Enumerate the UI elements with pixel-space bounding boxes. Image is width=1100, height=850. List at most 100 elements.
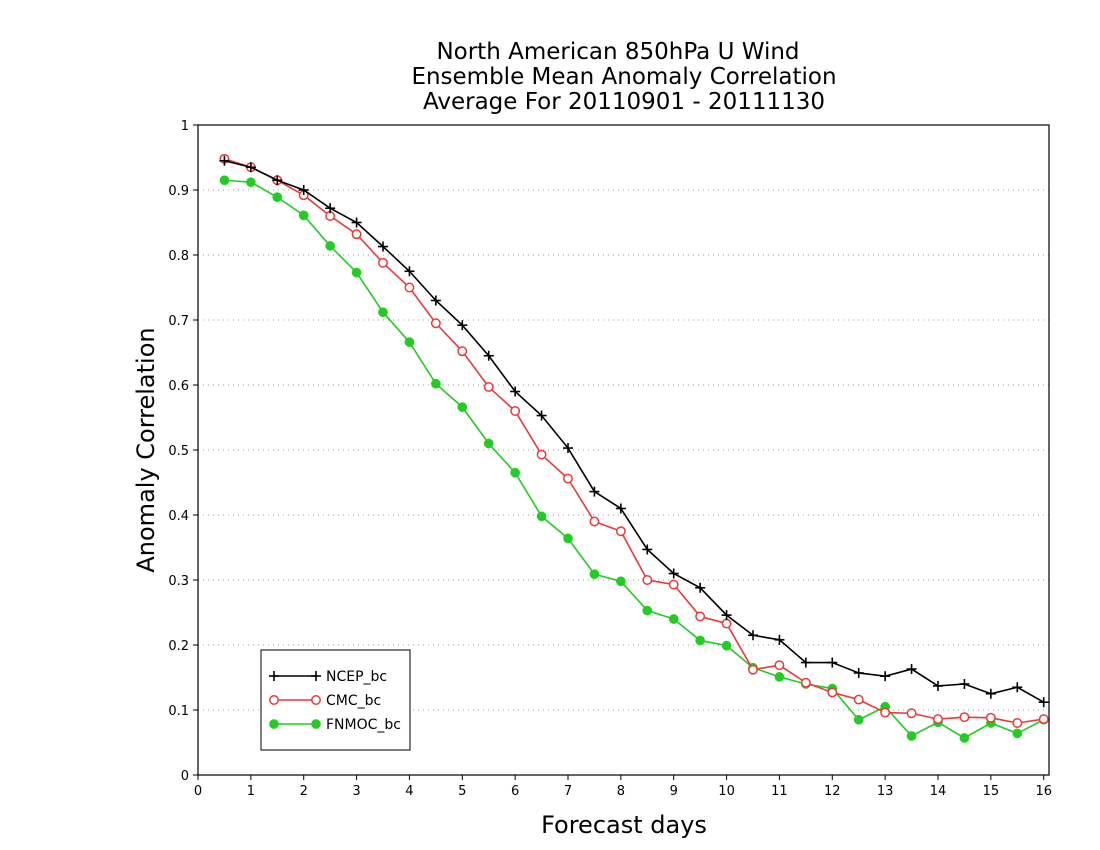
data-point-cmc-bc: [853, 694, 864, 705]
data-point-ncep-bc: [800, 657, 811, 668]
legend-item-ncep-bc: NCEP_bc: [269, 669, 387, 685]
y-tick-label: 0.1: [168, 704, 189, 719]
x-tick-label: 16: [1035, 784, 1052, 799]
data-point-ncep-bc: [853, 667, 864, 678]
data-point-ncep-bc: [615, 503, 626, 514]
data-point-ncep-bc: [378, 241, 388, 252]
series-line-ncep-bc: [224, 159, 1045, 703]
data-point-cmc-bc: [615, 526, 626, 537]
y-tick-label: 1: [181, 119, 189, 134]
data-point-ncep-bc: [721, 610, 732, 621]
y-tick-label: 0.3: [168, 574, 189, 589]
data-point-cmc-bc: [1012, 718, 1023, 728]
axis-ticks: 00.10.20.30.40.50.60.70.80.910 1 2 3 4 5 6 7 8 9 1…: [168, 119, 1052, 799]
data-point-fnmoc-bc: [642, 605, 653, 616]
x-tick-label: 8: [617, 784, 625, 799]
data-point-fnmoc-bc: [853, 714, 864, 725]
legend-marker: [269, 671, 279, 681]
data-point-cmc-bc: [430, 318, 441, 329]
data-point-ncep-bc: [1012, 682, 1023, 693]
data-point-cmc-bc: [483, 382, 494, 392]
y-tick-label: 0.4: [168, 509, 189, 524]
data-point-ncep-bc: [880, 671, 891, 682]
data-point-ncep-bc: [430, 295, 441, 306]
x-tick-label: 1: [247, 784, 255, 799]
x-axis-label: Forecast days: [541, 811, 707, 839]
data-point-ncep-bc: [536, 410, 547, 421]
legend: NCEP_bc CMC_bc FNMOC_bc: [260, 649, 411, 751]
data-point-fnmoc-bc: [378, 307, 388, 318]
data-point-fnmoc-bc: [536, 511, 547, 522]
series-layer: [219, 153, 1049, 743]
legend-label: CMC_bc: [326, 693, 381, 709]
y-axis-label: Anomaly Correlation: [132, 327, 160, 572]
data-point-ncep-bc: [985, 688, 996, 699]
data-point-cmc-bc: [668, 579, 679, 590]
data-point-cmc-bc: [563, 473, 573, 484]
data-point-fnmoc-bc: [510, 467, 520, 478]
data-point-ncep-bc: [1038, 697, 1049, 708]
y-tick-label: 0.7: [168, 314, 189, 329]
data-point-fnmoc-bc: [246, 177, 256, 188]
data-point-ncep-bc: [298, 185, 309, 195]
legend-label: FNMOC_bc: [326, 717, 401, 733]
data-point-ncep-bc: [563, 443, 573, 454]
data-point-ncep-bc: [959, 679, 970, 689]
data-point-ncep-bc: [245, 162, 256, 173]
data-point-cmc-bc: [774, 660, 785, 671]
data-point-ncep-bc: [827, 657, 838, 668]
data-point-cmc-bc: [827, 687, 838, 698]
data-point-cmc-bc: [748, 664, 758, 675]
chart-title-line-2: Ensemble Mean Anomaly Correlation: [411, 64, 836, 90]
legend-item-cmc-bc: CMC_bc: [269, 693, 381, 709]
data-point-ncep-bc: [510, 386, 521, 397]
data-point-ncep-bc: [483, 350, 494, 361]
chart-title-line-1: North American 850hPa U Wind: [436, 39, 799, 65]
data-point-ncep-bc: [219, 155, 230, 166]
data-point-fnmoc-bc: [774, 672, 785, 682]
data-point-ncep-bc: [695, 582, 706, 593]
data-point-cmc-bc: [404, 282, 415, 293]
data-point-fnmoc-bc: [483, 438, 494, 449]
data-point-cmc-bc: [985, 712, 996, 723]
x-tick-label: 12: [824, 784, 841, 799]
data-point-cmc-bc: [536, 449, 547, 460]
data-point-cmc-bc: [959, 712, 970, 723]
y-tick-label: 0.9: [168, 184, 189, 199]
data-point-cmc-bc: [510, 406, 521, 416]
data-point-ncep-bc: [906, 664, 917, 675]
legend-marker: [311, 671, 321, 681]
legend-marker: [311, 719, 321, 729]
data-point-fnmoc-bc: [616, 576, 626, 587]
data-point-fnmoc-bc: [906, 731, 917, 741]
data-point-cmc-bc: [378, 257, 388, 268]
data-point-fnmoc-bc: [272, 192, 283, 202]
data-point-cmc-bc: [589, 516, 600, 527]
data-point-ncep-bc: [774, 634, 785, 645]
data-point-ncep-bc: [933, 680, 943, 691]
legend-marker: [269, 695, 279, 705]
data-point-ncep-bc: [457, 320, 468, 331]
y-tick-label: 0.8: [168, 249, 189, 264]
x-tick-label: 14: [930, 784, 947, 799]
series-line-cmc-bc: [224, 158, 1044, 724]
legend-marker: [311, 695, 321, 705]
data-point-ncep-bc: [748, 630, 758, 641]
series-ncep-bc: [219, 155, 1049, 708]
data-point-fnmoc-bc: [351, 267, 362, 278]
legend-item-fnmoc-bc: FNMOC_bc: [269, 717, 401, 733]
x-tick-label: 0: [194, 784, 202, 799]
x-tick-label: 6: [511, 784, 519, 799]
data-point-cmc-bc: [457, 346, 468, 357]
data-point-fnmoc-bc: [404, 337, 415, 347]
data-point-fnmoc-bc: [695, 635, 705, 646]
y-tick-label: 0.5: [168, 444, 189, 459]
data-point-ncep-bc: [325, 203, 336, 214]
data-point-ncep-bc: [351, 217, 362, 228]
data-point-cmc-bc: [351, 229, 362, 240]
x-tick-label: 15: [983, 784, 1000, 799]
data-point-fnmoc-bc: [219, 175, 230, 186]
data-point-fnmoc-bc: [431, 378, 441, 389]
legend-marker: [269, 719, 279, 729]
